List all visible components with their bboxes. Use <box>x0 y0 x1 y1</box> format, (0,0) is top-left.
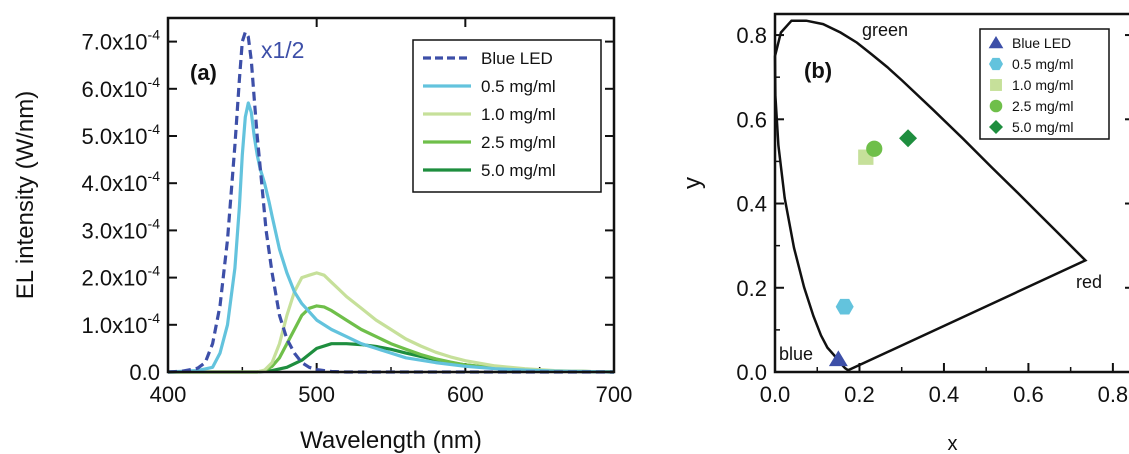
series-line-blue-led <box>167 30 614 374</box>
y-tick-exponent: -4 <box>148 121 161 137</box>
x-tick-label: 0.6 <box>1013 382 1044 407</box>
panel-b-x-axis-label: x <box>948 433 958 454</box>
x-tick-label: 0.8 <box>1098 382 1129 407</box>
point-2-5-mg-ml <box>866 140 883 157</box>
panel-b-legend: Blue LED 0.5 mg/ml 1.0 mg/ml 2.5 mg/ml 5.0 m… <box>979 28 1110 140</box>
series-line-2-5-mg-ml <box>168 304 615 374</box>
y-tick-mantissa: 6.0x10 <box>81 77 147 102</box>
y-tick-label: 0.4 <box>736 192 767 217</box>
legend-label: 5.0 mg/ml <box>1012 119 1073 135</box>
legend-label: 5.0 mg/ml <box>481 161 556 180</box>
y-tick-exponent: -4 <box>148 215 161 231</box>
panel-b-region-label-green: green <box>862 20 908 40</box>
panel-a-label: (a) <box>190 60 217 85</box>
panel-b-region-label-blue: blue <box>779 344 813 364</box>
y-tick-mantissa: 2.0x10 <box>81 266 147 291</box>
x-tick-label: 700 <box>596 382 633 407</box>
panel-a-annotation-half-scale: x1/2 <box>261 37 304 63</box>
legend-marker <box>989 120 1003 134</box>
panel-a-plot-frame <box>166 16 616 374</box>
y-tick-mantissa: 1.0x10 <box>81 313 147 338</box>
panel-a-series <box>167 30 615 374</box>
legend-marker <box>990 79 1002 91</box>
y-tick-label: 7.0x10-4 <box>81 27 160 55</box>
panel-b-points <box>828 129 918 367</box>
legend-label: 2.5 mg/ml <box>481 133 556 152</box>
panel-a-x-axis-label: Wavelength (nm) <box>300 427 482 454</box>
legend-label: Blue LED <box>1012 35 1071 51</box>
y-tick-label: 5.0x10-4 <box>81 121 160 149</box>
y-tick-label: 0.6 <box>736 107 767 132</box>
y-tick-label: 0.0 <box>736 360 767 385</box>
y-tick-label: 2.0x10-4 <box>81 263 160 291</box>
y-tick-exponent: -4 <box>148 27 161 43</box>
y-tick-label: 6.0x10-4 <box>81 74 160 102</box>
legend-marker <box>988 36 1004 49</box>
y-tick-label: 0.2 <box>736 276 767 301</box>
panel-b-spectral-locus <box>773 19 1088 372</box>
x-tick-label: 600 <box>447 382 484 407</box>
y-tick-label: 3.0x10-4 <box>81 215 160 243</box>
panel-b-label: (b) <box>804 58 832 83</box>
x-tick-label: 500 <box>298 382 335 407</box>
x-tick-label: 0.2 <box>844 382 875 407</box>
y-tick-exponent: -4 <box>148 263 161 279</box>
legend-marker <box>989 99 1003 113</box>
legend-label: 2.5 mg/ml <box>1012 98 1073 114</box>
panel-a-el-spectra: 400 500 600 7000.01.0x10-42.0x10-43.0x10-44… <box>12 16 632 454</box>
x-tick-label: 400 <box>150 382 187 407</box>
legend-label: 0.5 mg/ml <box>1012 56 1073 72</box>
y-tick-label: 4.0x10-4 <box>81 168 160 196</box>
panel-a-legend: Blue LED 0.5 mg/ml 1.0 mg/ml 2.5 mg/ml 5.0 m… <box>412 39 602 193</box>
panel-a-y-axis-label: EL intensity (W/nm) <box>12 91 39 300</box>
x-tick-label: 0.4 <box>929 382 960 407</box>
panel-b-plot-frame <box>773 12 1129 374</box>
point-0-5-mg-ml <box>835 298 854 315</box>
panel-b-tick-labels: 0.0 0.2 0.4 0.6 0.8 0.0 0.2 0.4 0.6 0.8 <box>736 23 1128 407</box>
y-tick-label: 0.0 <box>129 360 160 385</box>
legend-label: 1.0 mg/ml <box>481 105 556 124</box>
x-tick-label: 0.0 <box>760 382 791 407</box>
y-tick-label: 0.8 <box>736 23 767 48</box>
y-tick-exponent: -4 <box>148 168 161 184</box>
y-tick-label: 1.0x10-4 <box>81 310 160 338</box>
y-tick-mantissa: 7.0x10 <box>81 30 147 55</box>
y-tick-mantissa: 4.0x10 <box>81 171 147 196</box>
legend-label: 0.5 mg/ml <box>481 77 556 96</box>
y-tick-exponent: -4 <box>148 74 161 90</box>
series-line-1-0-mg-ml <box>168 271 615 374</box>
panel-a-tick-labels: 400 500 600 7000.01.0x10-42.0x10-43.0x10-44… <box>81 27 632 407</box>
panel-b-cie-diagram: 0.0 0.2 0.4 0.6 0.8 0.0 0.2 0.4 0.6 0.8 x y (b) g… <box>679 12 1129 454</box>
panel-b-region-label-red: red <box>1076 272 1102 292</box>
point-5-0-mg-ml <box>899 129 918 148</box>
y-tick-exponent: -4 <box>148 310 161 326</box>
series-line-0-5-mg-ml <box>167 101 615 374</box>
legend-box <box>412 39 602 193</box>
y-tick-mantissa: 3.0x10 <box>81 218 147 243</box>
panel-b-y-axis-label: y <box>679 177 706 189</box>
legend-marker <box>989 57 1003 71</box>
legend-label: Blue LED <box>481 49 553 68</box>
y-tick-mantissa: 0.0 <box>129 360 160 385</box>
point-blue-led <box>828 350 848 367</box>
y-tick-mantissa: 5.0x10 <box>81 124 147 149</box>
legend-label: 1.0 mg/ml <box>1012 77 1073 93</box>
